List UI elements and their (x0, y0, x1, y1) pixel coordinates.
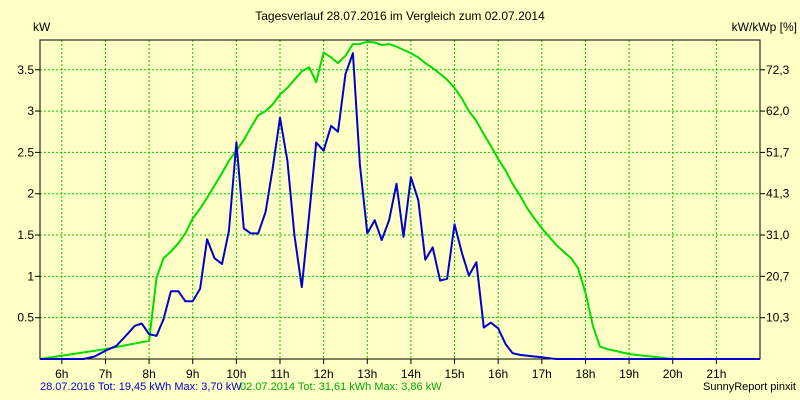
y-tick-label-left: 1.5 (17, 228, 34, 242)
axes (35, 39, 765, 364)
y-tick-label-right: 31,0 (766, 228, 790, 242)
x-tick-label: 12h (314, 367, 334, 381)
grid-lines (40, 40, 760, 359)
x-tick-label: 21h (706, 367, 726, 381)
y-tick-label-left: 3.5 (17, 63, 34, 77)
y-tick-label-left: 2.5 (17, 145, 34, 159)
y-tick-label-right: 72,3 (766, 63, 790, 77)
y-tick-label-left: 3 (27, 104, 34, 118)
y-axis-label-right: kW/kWp [%] (732, 20, 797, 34)
y-axis-label-left: kW (33, 20, 51, 34)
x-tick-label: 6h (55, 367, 68, 381)
y-tick-label-left: 2 (27, 187, 34, 201)
series-line-02.07.2014 (39, 40, 760, 360)
series-lines (39, 40, 760, 360)
footer-series-2-summary: 02.07.2014 Tot: 31,61 kWh Max: 3,86 kW (240, 381, 442, 393)
x-tick-label: 11h (270, 367, 289, 381)
x-tick-label: 10h (226, 367, 246, 381)
x-tick-label: 7h (99, 367, 112, 381)
y-tick-label-left: 0.5 (17, 311, 34, 325)
y-tick-label-right: 10,3 (766, 311, 790, 325)
x-tick-label: 8h (142, 367, 155, 381)
y-tick-label-right: 20,7 (766, 269, 790, 283)
x-tick-label: 17h (532, 367, 552, 381)
y-tick-label-left: 1 (27, 269, 34, 283)
x-tick-label: 13h (357, 367, 377, 381)
y-tick-label-right: 41,3 (766, 187, 790, 201)
x-tick-label: 20h (663, 367, 683, 381)
y-tick-label-right: 51,7 (766, 145, 790, 159)
x-tick-label: 18h (575, 367, 595, 381)
chart-title: Tagesverlauf 28.07.2016 im Vergleich zum… (255, 9, 545, 23)
x-tick-label: 15h (445, 367, 465, 381)
x-tick-label: 9h (186, 367, 199, 381)
footer-credit: SunnyReport pinxit (703, 381, 796, 393)
series-line-28.07.2016 (40, 52, 760, 360)
x-tick-label: 16h (488, 367, 508, 381)
footer-series-1-summary: 28.07.2016 Tot: 19,45 kWh Max: 3,70 kW (40, 381, 242, 393)
plot-frame (39, 39, 761, 360)
x-tick-label: 14h (401, 367, 421, 381)
tick-labels: 6h 7h 8h 9h 10h 11h 12h 13h 14h 15h 16h 17h 18h 19h 20… (17, 63, 789, 381)
y-tick-label-right: 62,0 (766, 104, 790, 118)
x-tick-label: 19h (619, 367, 639, 381)
